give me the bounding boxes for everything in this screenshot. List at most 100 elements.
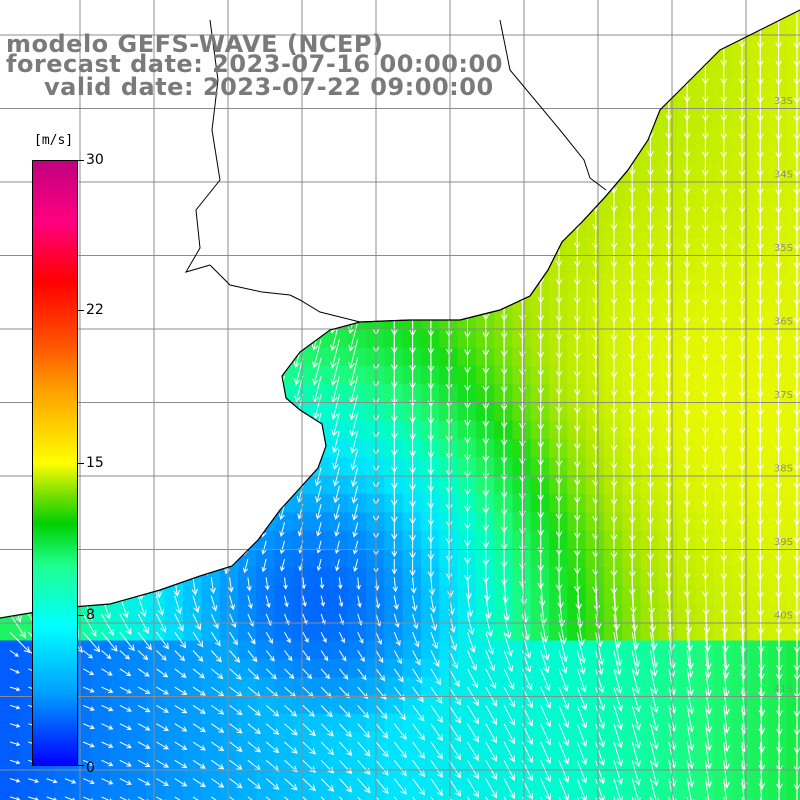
wind-arrow bbox=[412, 723, 425, 741]
wind-speed-cell bbox=[677, 677, 696, 696]
wind-speed-cell bbox=[237, 640, 257, 660]
wind-speed-cell bbox=[128, 512, 147, 532]
wind-arrow bbox=[292, 156, 304, 190]
wind-speed-cell bbox=[585, 603, 605, 623]
wind-speed-cell bbox=[36, 109, 56, 129]
wind-arrow bbox=[595, 686, 605, 712]
wind-speed-cell bbox=[475, 732, 495, 751]
wind-speed-cell bbox=[0, 732, 19, 751]
wind-arrow bbox=[448, 650, 459, 670]
wind-speed-cell bbox=[311, 183, 330, 202]
wind-arrow bbox=[500, 101, 508, 138]
wind-speed-cell bbox=[329, 530, 349, 550]
wind-speed-cell bbox=[384, 292, 404, 312]
wind-arrow bbox=[239, 375, 249, 403]
wind-speed-cell bbox=[183, 786, 202, 800]
wind-speed-cell bbox=[439, 603, 459, 623]
wind-arrow bbox=[192, 796, 206, 800]
wind-speed-cell bbox=[750, 384, 770, 404]
wind-speed-cell bbox=[475, 329, 495, 349]
wind-speed-cell bbox=[713, 677, 733, 696]
wind-arrow bbox=[284, 595, 289, 608]
wind-speed-cell bbox=[603, 402, 623, 422]
wind-speed-cell bbox=[439, 219, 459, 239]
wind-speed-cell bbox=[622, 732, 642, 751]
wind-speed-cell bbox=[420, 677, 440, 696]
wind-arrow bbox=[338, 631, 345, 644]
wind-arrow bbox=[613, 595, 620, 631]
wind-speed-cell bbox=[567, 530, 587, 550]
wind-speed-cell bbox=[146, 768, 166, 788]
wind-speed-cell bbox=[91, 347, 111, 367]
wind-speed-cell bbox=[128, 219, 147, 239]
wind-speed-cell bbox=[384, 274, 404, 294]
wind-speed-cell bbox=[274, 201, 294, 221]
wind-arrow bbox=[256, 284, 267, 316]
wind-arrow bbox=[0, 339, 11, 370]
wind-arrow bbox=[110, 266, 121, 298]
wind-arrow bbox=[338, 613, 345, 626]
wind-speed-cell bbox=[512, 54, 532, 74]
wind-arrow bbox=[256, 302, 267, 334]
wind-arrow bbox=[347, 192, 359, 227]
wind-speed-cell bbox=[36, 786, 56, 800]
wind-arrow bbox=[347, 156, 359, 190]
wind-arrow bbox=[168, 558, 176, 579]
wind-speed-cell bbox=[0, 10, 19, 19]
wind-speed-cell bbox=[0, 750, 19, 770]
wind-arrow bbox=[186, 558, 194, 578]
wind-arrow bbox=[247, 778, 262, 790]
wind-speed-cell bbox=[420, 274, 440, 294]
wind-arrow bbox=[722, 613, 729, 653]
wind-speed-cell bbox=[237, 420, 257, 440]
wind-speed-cell bbox=[549, 677, 568, 696]
wind-arrow bbox=[500, 119, 508, 157]
wind-speed-cell bbox=[439, 329, 459, 349]
wind-speed-cell bbox=[164, 603, 184, 623]
wind-arrow bbox=[427, 10, 435, 46]
wind-arrow bbox=[357, 705, 370, 719]
wind-speed-cell bbox=[146, 292, 166, 312]
wind-speed-cell bbox=[347, 567, 367, 587]
wind-speed-cell bbox=[274, 10, 294, 19]
wind-speed-cell bbox=[146, 384, 166, 404]
wind-speed-cell bbox=[347, 677, 367, 696]
wind-speed-cell bbox=[585, 183, 605, 202]
wind-arrow bbox=[111, 503, 121, 529]
wind-arrow bbox=[704, 723, 713, 752]
wind-speed-cell bbox=[512, 36, 532, 56]
wind-speed-cell bbox=[695, 658, 715, 678]
wind-arrow bbox=[576, 686, 588, 711]
colorbar-scale bbox=[32, 160, 78, 766]
wind-arrow bbox=[311, 229, 322, 263]
wind-speed-cell bbox=[457, 292, 477, 312]
wind-arrow bbox=[211, 778, 225, 788]
wind-arrow bbox=[503, 650, 514, 673]
wind-speed-cell bbox=[457, 420, 477, 440]
wind-arrow bbox=[332, 449, 340, 470]
wind-arrow bbox=[445, 247, 453, 284]
wind-speed-cell bbox=[311, 475, 330, 495]
wind-speed-cell bbox=[768, 512, 788, 532]
wind-speed-cell bbox=[384, 219, 404, 239]
wind-arrow bbox=[686, 778, 695, 800]
wind-speed-cell bbox=[475, 695, 495, 715]
wind-arrow bbox=[537, 174, 545, 212]
wind-arrow bbox=[164, 192, 176, 225]
wind-speed-cell bbox=[439, 695, 459, 715]
wind-speed-cell bbox=[567, 183, 587, 202]
wind-speed-cell bbox=[585, 146, 605, 166]
wind-arrow bbox=[82, 613, 97, 637]
wind-speed-cell bbox=[750, 457, 770, 477]
wind-speed-cell bbox=[585, 109, 605, 129]
wind-arrow bbox=[610, 28, 618, 66]
wind-speed-cell bbox=[713, 713, 733, 733]
wind-speed-cell bbox=[475, 768, 495, 788]
wind-speed-cell bbox=[713, 494, 733, 513]
wind-speed-cell bbox=[366, 329, 385, 349]
wind-arrow bbox=[704, 632, 712, 671]
wind-speed-cell bbox=[585, 36, 605, 56]
wind-speed-cell bbox=[512, 695, 532, 715]
wind-speed-cell bbox=[366, 640, 385, 660]
wind-speed-cell bbox=[347, 457, 367, 477]
